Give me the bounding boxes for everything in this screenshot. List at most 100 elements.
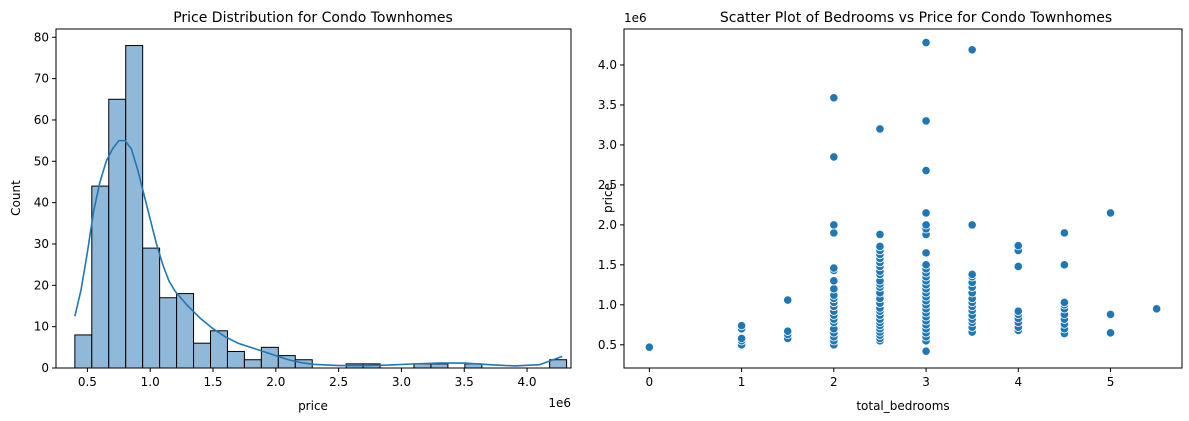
histogram-bar (142, 247, 161, 369)
histogram-x-tick-label: 2.0 (266, 375, 285, 389)
scatter-point (644, 342, 654, 352)
histogram-bar (176, 293, 195, 369)
histogram-y-tick-label: 10 (34, 320, 49, 334)
scatter-point (1013, 306, 1023, 316)
histogram-x-tick-label: 4.0 (517, 375, 536, 389)
histogram-x-label: price (298, 399, 328, 413)
scatter-y-ticks: 0.5 1.0 1.5 2.0 2.5 3.0 3.5 4.0 (598, 58, 624, 352)
histogram-y-tick-label: 20 (34, 278, 49, 292)
scatter-y-tick-label: 0.5 (598, 338, 617, 352)
histogram-bar (226, 350, 245, 369)
histogram-bar (243, 359, 262, 369)
histogram-x-offset: 1e6 (548, 396, 571, 410)
scatter-point (736, 321, 747, 331)
histogram-panel: Price Distribution for Condo Townhomes 0… (9, 10, 572, 413)
scatter-point (875, 124, 885, 134)
scatter-point (1152, 304, 1162, 314)
scatter-x-tick-label: 1 (738, 375, 746, 389)
scatter-point (921, 346, 931, 356)
scatter-point (921, 116, 931, 126)
scatter-point (921, 165, 931, 176)
histogram-y-tick-label: 60 (34, 113, 49, 127)
scatter-point (921, 248, 931, 258)
histogram-bar (125, 45, 144, 369)
histogram-bar (74, 334, 93, 369)
scatter-y-tick-label: 2.5 (598, 178, 617, 192)
scatter-x-label: total_bedrooms (856, 399, 949, 413)
histogram-bar (159, 297, 178, 369)
scatter-y-tick-label: 4.0 (598, 58, 617, 72)
scatter-point (1013, 241, 1023, 251)
scatter-point (921, 220, 931, 230)
scatter-point (1013, 261, 1023, 272)
scatter-point (829, 228, 839, 238)
histogram-bar (193, 342, 211, 369)
histogram-bar (108, 98, 127, 369)
scatter-point (829, 93, 839, 103)
scatter-y-label: price (601, 183, 615, 213)
scatter-x-tick-label: 0 (646, 375, 654, 389)
scatter-point (921, 37, 931, 48)
scatter-x-ticks: 0 1 2 3 4 5 (646, 368, 1115, 389)
scatter-x-tick-label: 4 (1014, 375, 1022, 389)
scatter-point (1059, 297, 1070, 308)
scatter-y-tick-label: 1.0 (598, 298, 617, 312)
histogram-y-tick-label: 80 (34, 30, 49, 44)
scatter-point (875, 229, 885, 240)
scatter-panel: Scatter Plot of Bedrooms vs Price for Co… (598, 10, 1183, 413)
scatter-y-tick-label: 3.0 (598, 138, 617, 152)
scatter-point (875, 241, 885, 252)
scatter-point (829, 276, 839, 286)
histogram-y-tick-label: 40 (34, 196, 49, 210)
histogram-y-tick-label: 50 (34, 154, 49, 168)
scatter-point (921, 208, 931, 218)
scatter-point (1105, 208, 1116, 218)
histogram-x-tick-label: 1.0 (141, 375, 160, 389)
histogram-bar (210, 330, 228, 369)
histogram-x-tick-label: 3.5 (455, 375, 474, 389)
scatter-y-tick-label: 1.5 (598, 258, 617, 272)
histogram-y-label: Count (9, 180, 23, 216)
histogram-x-tick-label: 0.5 (78, 375, 97, 389)
scatter-plot-area (623, 28, 1183, 369)
histogram-bars (74, 45, 568, 369)
scatter-x-tick-label: 2 (830, 375, 838, 389)
histogram-y-tick-label: 70 (34, 72, 49, 86)
histogram-bar (430, 363, 449, 369)
histogram-bar (260, 346, 279, 369)
histogram-y-tick-label: 0 (41, 361, 49, 375)
scatter-y-offset: 1e6 (624, 11, 647, 25)
scatter-y-tick-label: 3.5 (598, 98, 617, 112)
scatter-point (829, 284, 839, 294)
histogram-title: Price Distribution for Condo Townhomes (173, 10, 453, 26)
scatter-x-tick-label: 3 (922, 375, 930, 389)
scatter-point (829, 263, 839, 273)
histogram-x-tick-label: 1.5 (203, 375, 222, 389)
scatter-title: Scatter Plot of Bedrooms vs Price for Co… (720, 10, 1112, 26)
scatter-point (1105, 309, 1116, 320)
scatter-point (967, 269, 977, 280)
histogram-y-ticks: 0 10 20 30 40 50 60 70 80 (34, 30, 56, 375)
scatter-point (921, 260, 931, 270)
scatter-point (829, 220, 839, 230)
scatter-point (1059, 228, 1070, 238)
scatter-point (1105, 328, 1116, 338)
histogram-x-tick-label: 2.5 (329, 375, 348, 389)
histogram-x-tick-label: 3.0 (392, 375, 411, 389)
scatter-points (644, 37, 1162, 356)
scatter-x-tick-label: 5 (1107, 375, 1115, 389)
scatter-point (783, 326, 793, 336)
histogram-x-ticks: 0.5 1.0 1.5 2.0 2.5 3.0 3.5 4.0 (78, 368, 537, 389)
scatter-point (967, 45, 977, 55)
scatter-point (967, 220, 977, 230)
histogram-kde-line (74, 139, 563, 367)
histogram-bar (549, 359, 568, 369)
scatter-y-tick-label: 2.0 (598, 218, 617, 232)
scatter-point (1059, 260, 1070, 270)
histogram-y-tick-label: 30 (34, 237, 49, 251)
scatter-point (736, 333, 747, 344)
scatter-point (829, 152, 839, 162)
scatter-point (783, 295, 793, 305)
histogram-bar (91, 185, 110, 369)
